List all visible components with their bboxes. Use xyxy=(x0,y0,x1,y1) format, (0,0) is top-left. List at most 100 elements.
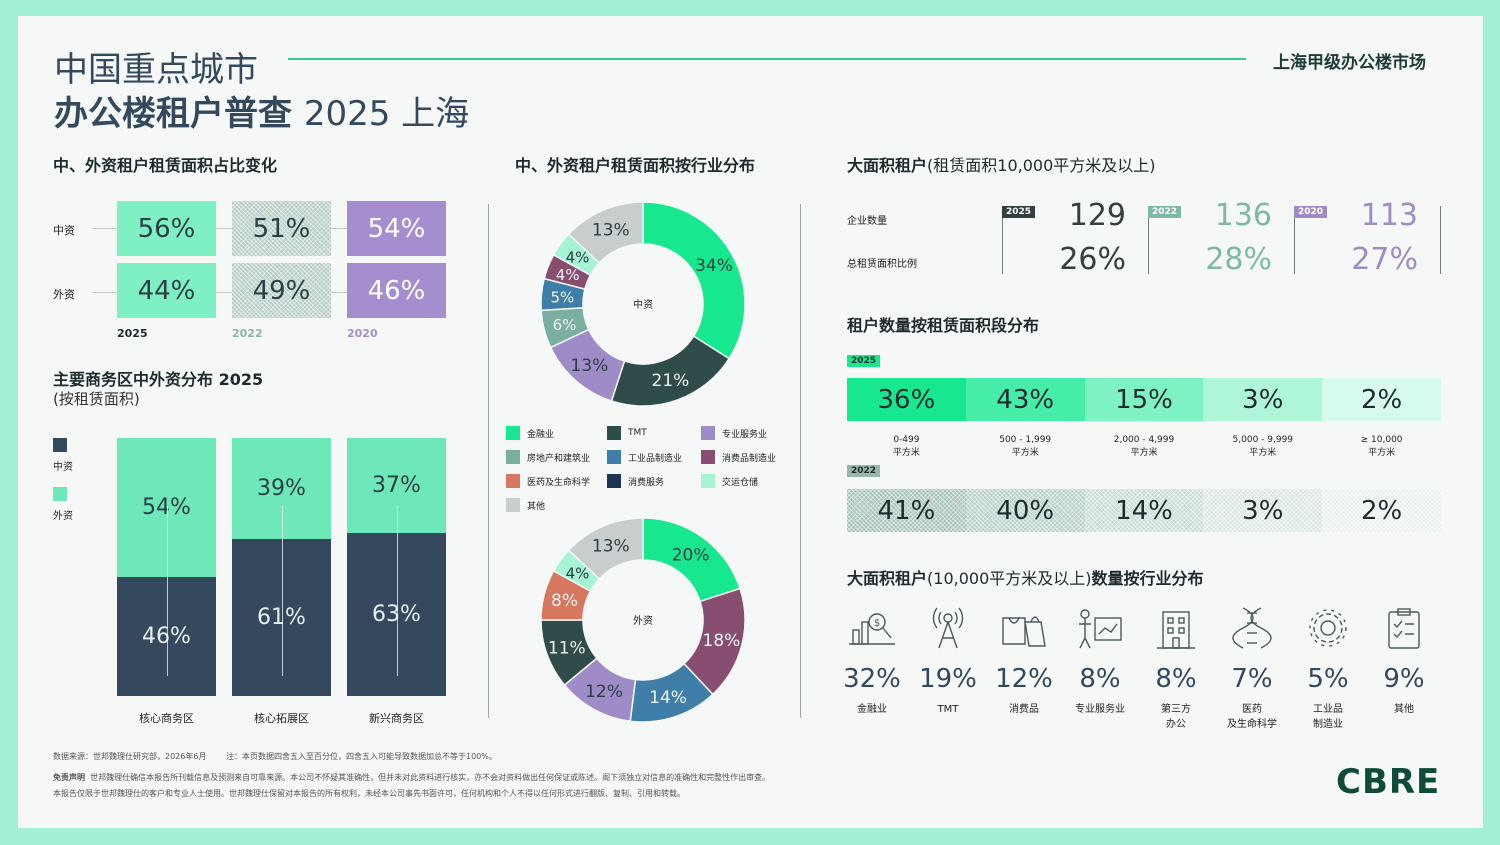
page-title-line2: 办公楼租户普查 2025 上海 xyxy=(54,86,469,135)
industry-column: 8% 第三方办公 xyxy=(1138,604,1214,744)
donut-slice-label: 13% xyxy=(592,221,630,241)
donut-slice xyxy=(642,201,746,360)
donut-slice-label: 14% xyxy=(649,688,687,708)
size-dist-row-2025: 36% 43% 15% 3% 2% xyxy=(847,378,1441,421)
share-2025-foreign: 44% xyxy=(117,263,216,318)
large-industry-title-bold2: 数量按行业分布 xyxy=(1091,569,1204,588)
legend-item: 房地产和建筑业 xyxy=(506,450,590,464)
industry-column: 7% 医药 及生命科学 xyxy=(1214,604,1290,744)
size-dist-cell-2025: 2% xyxy=(1322,378,1441,421)
large-year-tag: 2025 xyxy=(1002,206,1036,218)
large-year-tag: 2020 xyxy=(1294,206,1328,218)
industry-percent: 32% xyxy=(843,664,901,694)
donut-slice-label: 18% xyxy=(703,631,741,651)
large-col-divider xyxy=(1294,206,1295,274)
column-divider-left xyxy=(488,204,489,718)
size-dist-cell-2022: 3% xyxy=(1203,489,1323,532)
legend-item: 工业品制造业 xyxy=(607,450,682,464)
large-count-value: 113 xyxy=(1360,198,1418,233)
size-dist-cell-2022: 40% xyxy=(965,489,1085,532)
footer-disclaimer2: 本报告仅限于世邦魏理仕的客户和专业人士使用。世邦魏理仕保留对本报告的所有权利，未… xyxy=(53,789,685,798)
legend-label: 消费服务 xyxy=(628,477,665,488)
size-dist-row-2022: 41% 40% 14% 3% 2% xyxy=(847,489,1441,532)
page-title-bold: 办公楼租户普查 xyxy=(54,94,292,134)
dna-icon xyxy=(1214,604,1290,654)
industry-label: 第三方 xyxy=(1161,704,1191,715)
legend-swatch xyxy=(506,426,520,440)
donut-center-label: 外资 xyxy=(633,615,653,627)
industry-percent: 8% xyxy=(1079,664,1121,694)
size-dist-label: 0-499 平方米 xyxy=(847,434,966,460)
report-page: 中国重点城市 办公楼租户普查 2025 上海 上海甲级办公楼市场 中、外资租户租… xyxy=(18,16,1483,828)
large-col-divider xyxy=(1002,206,1003,274)
industry-percent: 8% xyxy=(1155,664,1197,694)
large-row-label-count: 企业数量 xyxy=(847,216,887,227)
donut-slice xyxy=(567,517,644,580)
legend-label: 消费品制造业 xyxy=(722,453,777,464)
footer-disclaimer: 免责声明 世邦魏理仕确信本报告所刊载信息及预测来自可靠来源。本公司不怀疑其准确性… xyxy=(53,772,770,783)
footer-source: 数据来源：世邦魏理仕研究部，2026年6月 xyxy=(53,752,207,761)
size-unit: 平方米 xyxy=(1368,448,1396,458)
size-range: 2,000 - 4,999 xyxy=(1113,435,1175,445)
large-tenant-columns: 2025 129 26% 2022 136 28% 2020 113 27% xyxy=(1002,198,1442,277)
cbd-bar-guide xyxy=(166,506,168,676)
cbre-logo: CBRE xyxy=(1336,762,1441,802)
share-2022-foreign: 49% xyxy=(232,263,331,318)
large-ratio-value: 27% xyxy=(1351,242,1418,277)
industry-label: 消费品 xyxy=(1009,704,1039,715)
size-range: 0-499 xyxy=(893,435,920,445)
large-count-value: 136 xyxy=(1214,198,1272,233)
legend-item: 金融业 xyxy=(506,426,554,440)
cbd-subtitle: (按租赁面积) xyxy=(53,390,140,408)
legend-item: 交运仓储 xyxy=(701,474,758,488)
donut-center-label: 中资 xyxy=(633,298,653,311)
industry-label: 其他 xyxy=(1394,704,1414,715)
donut-slice-label: 4% xyxy=(566,564,590,582)
industry-label: 金融业 xyxy=(857,704,887,715)
legend-swatch xyxy=(506,498,520,512)
legend-item: 消费服务 xyxy=(607,474,664,488)
large-tenants-title-light: (租赁面积10,000平方米及以上) xyxy=(927,156,1156,175)
size-dist-cell-2025: 15% xyxy=(1084,378,1204,421)
size-year-tag-2025: 2025 xyxy=(847,355,881,367)
page-title-rest: 2025 上海 xyxy=(303,94,470,134)
industry-label-line2: 办公 xyxy=(1166,719,1186,730)
industry-column: 12% 消费品 xyxy=(986,604,1062,744)
cbd-bar-guide xyxy=(281,506,283,676)
legend-label: 交运仓储 xyxy=(722,477,759,488)
donut-slice-label: 34% xyxy=(695,256,733,276)
large-industry-title: 大面积租户(10,000平方米及以上)数量按行业分布 xyxy=(847,565,1204,589)
size-year-tag-2022: 2022 xyxy=(847,465,881,477)
industry-column: $32% 金融业 xyxy=(834,604,910,744)
large-ratio-value: 28% xyxy=(1205,242,1272,277)
size-dist-label: 2,000 - 4,999 平方米 xyxy=(1085,434,1204,460)
year-label-2022: 2022 xyxy=(232,327,263,340)
legend-swatch xyxy=(506,474,520,488)
size-range: 500 - 1,999 xyxy=(999,435,1052,445)
industry-column: 8% 专业服务业 xyxy=(1062,604,1138,744)
cbd-bar-guide xyxy=(396,506,398,676)
report-subtitle: 上海甲级办公楼市场 xyxy=(1273,53,1426,73)
svg-text:$: $ xyxy=(874,618,880,629)
donut-slice-label: 11% xyxy=(548,638,586,658)
size-dist-cell-2025: 43% xyxy=(965,378,1085,421)
donut-slice-label: 6% xyxy=(553,316,577,334)
legend-swatch xyxy=(607,474,621,488)
large-tenants-title: 大面积租户(租赁面积10,000平方米及以上) xyxy=(847,152,1156,176)
legend-label: 房地产和建筑业 xyxy=(527,453,591,464)
legend-label: 专业服务业 xyxy=(722,429,768,440)
industry-percent: 9% xyxy=(1383,664,1425,694)
large-year-tag: 2022 xyxy=(1148,206,1182,218)
large-industry-title-light: (10,000平方米及以上) xyxy=(927,569,1092,588)
donut-slice xyxy=(567,201,644,264)
large-tenants-title-bold: 大面积租户 xyxy=(847,156,928,175)
gear-icon xyxy=(1290,604,1366,654)
legend-swatch xyxy=(701,426,715,440)
industry-column: 9% 其他 xyxy=(1366,604,1442,744)
cbd-category-label: 新兴商务区 xyxy=(369,712,424,725)
row-label-foreign: 外资 xyxy=(53,288,75,301)
legend-label: TMT xyxy=(628,428,647,438)
industry-column: 5% 工业品 制造业 xyxy=(1290,604,1366,744)
size-dist-label: ≥ 10,000 平方米 xyxy=(1322,434,1441,460)
size-dist-label: 5,000 - 9,999 平方米 xyxy=(1203,434,1322,460)
